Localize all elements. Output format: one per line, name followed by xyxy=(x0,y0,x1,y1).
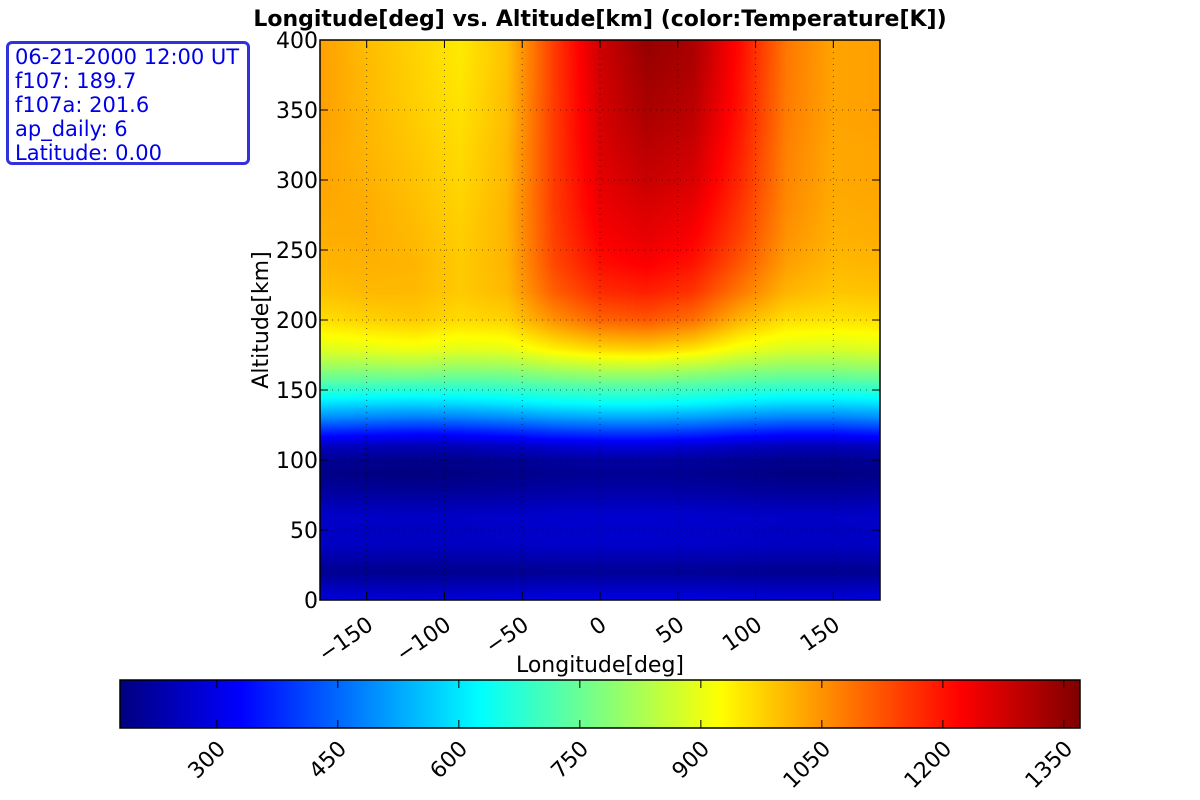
colorbar-tick-label: 300 xyxy=(184,737,231,784)
x-tick-label: 150 xyxy=(796,612,845,657)
colorbar-tick-label: 1350 xyxy=(1021,737,1078,794)
y-tick-label: 300 xyxy=(276,169,318,194)
info-line-ap-daily: ap_daily: 6 xyxy=(15,117,128,141)
info-box: 06-21-2000 12:00 UT f107: 189.7 f107a: 2… xyxy=(6,41,250,165)
y-tick-label: 200 xyxy=(276,309,318,334)
y-axis-label: Altitude[km] xyxy=(249,251,274,388)
info-line-latitude: Latitude: 0.00 xyxy=(15,141,162,165)
colorbar-tick-label: 900 xyxy=(668,737,715,784)
info-line-datetime: 06-21-2000 12:00 UT xyxy=(15,45,240,69)
colorbar-tick-label: 600 xyxy=(426,737,473,784)
colorbar-tick-label: 1050 xyxy=(779,737,836,794)
x-tick-label: −150 xyxy=(314,612,378,667)
x-tick-label: 50 xyxy=(652,612,689,649)
colorbar-tick-label: 1200 xyxy=(900,737,957,794)
colorbar xyxy=(120,680,1080,728)
y-tick-label: 0 xyxy=(304,589,318,614)
x-tick-label: 0 xyxy=(586,612,612,641)
colorbar-tick-label: 450 xyxy=(305,737,352,784)
y-tick-label: 400 xyxy=(276,29,318,54)
colorbar-tick-label: 750 xyxy=(547,737,594,784)
x-axis-label: Longitude[deg] xyxy=(516,653,684,678)
info-line-f107: f107: 189.7 xyxy=(15,69,137,93)
y-tick-label: 350 xyxy=(276,99,318,124)
y-tick-label: 100 xyxy=(276,449,318,474)
y-tick-label: 50 xyxy=(290,519,318,544)
x-tick-label: 100 xyxy=(718,612,767,657)
y-tick-label: 150 xyxy=(276,379,318,404)
info-line-f107a: f107a: 201.6 xyxy=(15,93,150,117)
x-tick-label: −100 xyxy=(392,612,456,667)
temperature-heatmap xyxy=(320,40,880,600)
y-axis-ticks: 0 50 100 150 200 250 300 350 400 xyxy=(276,29,880,614)
y-tick-label: 250 xyxy=(276,239,318,264)
colorbar-frame xyxy=(119,679,1081,729)
chart-title: Longitude[deg] vs. Altitude[km] (color:T… xyxy=(253,7,946,32)
